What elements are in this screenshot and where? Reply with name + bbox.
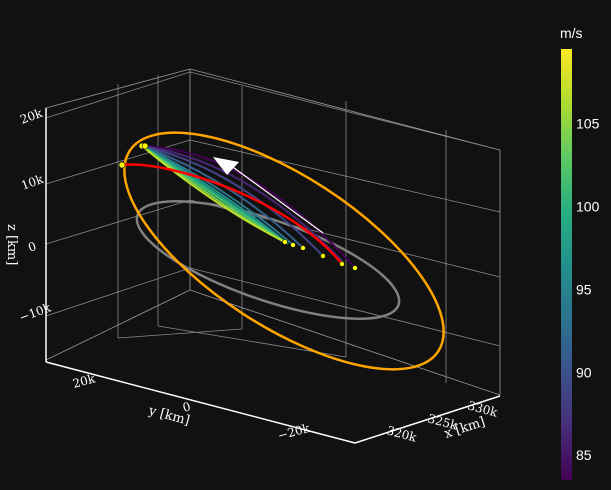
marker-point (282, 239, 288, 245)
z-axis-title: z [km] (4, 224, 19, 265)
direction-arrow-shaft (229, 164, 324, 234)
z-tick-label: 0 (26, 239, 38, 255)
gray-orbit (135, 200, 401, 320)
y-tick-label: 0 (181, 399, 192, 415)
colorbar-tick-label: 105 (576, 116, 600, 132)
colorbar-tick-label: 100 (576, 198, 600, 214)
y-axis-line (45, 361, 356, 444)
marker-point (300, 245, 306, 251)
marker-point (290, 242, 296, 248)
colorbar-gradient (561, 49, 572, 480)
grid-line-z (189, 71, 501, 151)
back-wall-outline (189, 68, 501, 396)
z-tick-label: 10k (19, 172, 46, 193)
colorbar-ticks: 85 90 95 100 105 (576, 116, 600, 464)
colorbar-title: m/s (560, 25, 583, 41)
marker-point (320, 253, 326, 259)
colorbar-tick-label: 95 (576, 281, 592, 297)
marker-point (141, 142, 149, 150)
y-axis-labels: 20k 0 −20k y [km] (71, 371, 312, 443)
red-transfer-curve (121, 163, 343, 265)
marker-point (352, 265, 358, 271)
x-tick-label: 320k (385, 423, 418, 445)
y-tick-label: 20k (71, 371, 97, 391)
z-tick-label: −10k (17, 300, 53, 325)
traces (121, 131, 445, 371)
transfer-curve (141, 145, 284, 242)
x-axis-line (354, 395, 501, 444)
front-axes (45, 108, 501, 444)
grid-line-z (189, 267, 501, 347)
grid-line-floor (117, 328, 243, 339)
marker-point (339, 261, 345, 267)
orange-orbit (123, 131, 445, 371)
transfer-curve (141, 145, 324, 257)
transfer-curve (141, 145, 294, 246)
marker-point (118, 161, 126, 169)
direction-arrow-head (213, 157, 239, 175)
z-tick-label: 20k (18, 106, 45, 127)
colorbar: m/s 85 90 95 100 105 (560, 25, 600, 480)
transfer-curve (141, 145, 344, 263)
x-axis-labels: 320k 325k 330k x [km] (385, 398, 499, 445)
markers (118, 142, 358, 271)
colorbar-tick-label: 90 (576, 364, 592, 380)
colorbar-tick-label: 85 (576, 447, 592, 463)
